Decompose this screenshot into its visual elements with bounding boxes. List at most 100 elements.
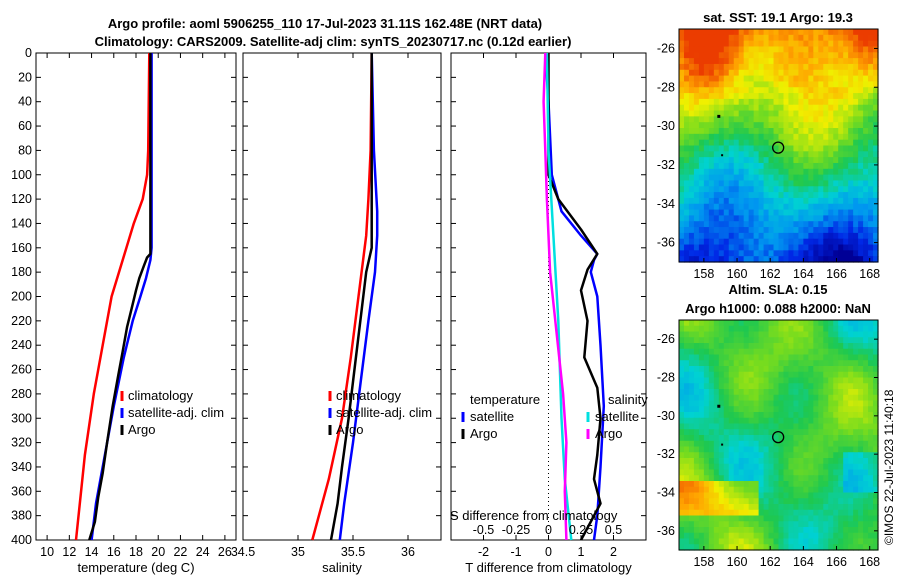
map-cell xyxy=(713,174,720,182)
map-cell xyxy=(748,110,755,117)
map-cell xyxy=(853,383,859,390)
map-cell xyxy=(783,515,790,522)
map-cell xyxy=(778,34,785,42)
map-cell xyxy=(733,481,740,488)
map-cell xyxy=(823,215,829,222)
map-cell xyxy=(738,69,745,77)
map-cell xyxy=(723,469,730,476)
map-cell xyxy=(728,331,735,338)
map-cell xyxy=(853,186,859,193)
map-cell xyxy=(858,486,864,494)
map-cell xyxy=(798,110,804,117)
map-cell xyxy=(688,104,695,112)
map-cell xyxy=(803,360,809,367)
map-cell xyxy=(713,331,720,338)
map-cell xyxy=(718,469,725,476)
map-cell xyxy=(863,354,869,361)
map-cell xyxy=(863,406,869,413)
map-cell xyxy=(753,128,760,135)
map-cell xyxy=(833,440,839,448)
map-cell xyxy=(793,69,799,77)
map-cell xyxy=(748,538,755,545)
map-cell xyxy=(738,440,745,448)
map-cell xyxy=(803,29,809,36)
map-cell xyxy=(708,371,715,379)
map-cell xyxy=(793,75,799,83)
map-cell xyxy=(793,412,799,419)
map-cell xyxy=(733,440,740,448)
map-cell xyxy=(863,75,869,83)
map-cell xyxy=(863,532,869,540)
map-cell xyxy=(683,139,690,147)
map-cell xyxy=(828,412,834,419)
map-cell xyxy=(828,389,834,396)
map-cell xyxy=(753,509,760,517)
map-cell xyxy=(758,446,765,453)
map-cell xyxy=(728,238,735,246)
map-cell xyxy=(818,527,824,534)
map-cell xyxy=(718,486,725,494)
map-cell xyxy=(818,469,824,476)
map-cell xyxy=(798,151,804,158)
map-cell xyxy=(728,157,735,164)
map-cell xyxy=(763,40,770,48)
map-cell xyxy=(808,475,814,482)
map-cell xyxy=(758,417,765,425)
map-cell xyxy=(688,360,695,367)
map-cell xyxy=(798,215,804,222)
map-cell xyxy=(708,186,715,193)
map-cell xyxy=(683,116,690,123)
map-cell xyxy=(743,463,750,471)
map-cell xyxy=(768,122,775,129)
map-cell xyxy=(698,221,705,228)
map-cell xyxy=(738,180,745,187)
map-cell xyxy=(863,87,869,94)
map-cell xyxy=(828,354,834,361)
map-cell xyxy=(873,151,879,158)
map-cell xyxy=(768,377,775,384)
x-tick-label: 166 xyxy=(826,267,847,281)
map-cell xyxy=(773,515,780,522)
map-cell xyxy=(838,527,844,534)
map-cell xyxy=(748,227,755,234)
map-cell xyxy=(748,371,755,379)
map-cell xyxy=(793,180,799,187)
map-cell xyxy=(768,244,775,251)
map-cell xyxy=(713,69,720,77)
map-cell xyxy=(818,162,824,170)
map-cell xyxy=(728,192,735,199)
map-cell xyxy=(708,463,715,471)
map-cell xyxy=(758,174,765,182)
map-cell xyxy=(723,75,730,83)
map-cell xyxy=(693,429,700,436)
map-cell xyxy=(723,360,730,367)
map-cell xyxy=(703,162,710,170)
map-cell xyxy=(833,412,839,419)
map-cell xyxy=(818,498,824,505)
map-cell xyxy=(778,371,785,379)
map-cell xyxy=(728,256,735,263)
map-cell xyxy=(853,527,859,534)
map-cell xyxy=(763,481,770,488)
map-cell xyxy=(803,435,809,442)
map-cell xyxy=(743,475,750,482)
map-cell xyxy=(868,215,874,222)
map-cell xyxy=(733,238,740,246)
map-cell xyxy=(843,69,849,77)
map-cell xyxy=(798,371,804,379)
map-cell xyxy=(838,203,844,211)
map-cell xyxy=(818,197,824,205)
map-cell xyxy=(863,180,869,187)
map-cell xyxy=(698,215,705,222)
map-cell xyxy=(738,29,745,36)
map-cell xyxy=(848,446,854,453)
map-cell xyxy=(793,463,799,471)
map-cell xyxy=(763,325,770,333)
map-cell xyxy=(679,527,685,534)
map-cell xyxy=(788,221,795,228)
map-cell xyxy=(868,192,874,199)
map-cell xyxy=(728,98,735,106)
map-cell xyxy=(823,400,829,407)
map-cell xyxy=(798,244,804,251)
map-cell xyxy=(798,366,804,373)
